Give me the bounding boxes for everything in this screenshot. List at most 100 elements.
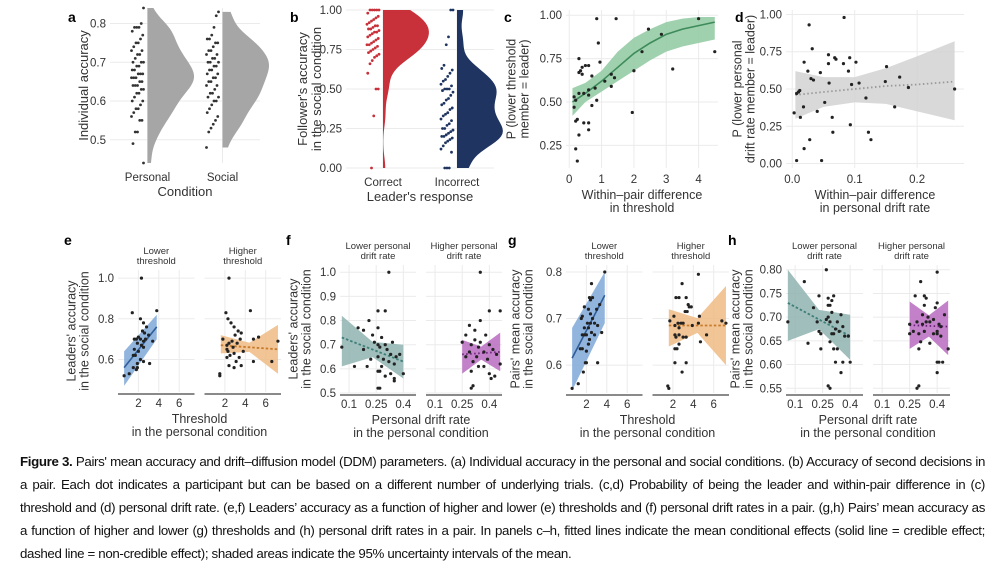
panel-d-point: [823, 100, 827, 105]
panel-c-ylabel-line: P (lower threshold: [504, 39, 518, 140]
panel-b-xlabel: Leader's response: [367, 189, 474, 204]
panel-g-xtick-label: 6: [624, 399, 630, 411]
panel-h-point: [832, 294, 836, 298]
panel-h-point: [915, 386, 919, 390]
panel-h-point: [828, 340, 832, 344]
panel-g-point: [586, 307, 591, 311]
panel-a-point: [136, 72, 140, 76]
panel-f-facet-title: Higher personal: [430, 241, 497, 252]
panel-a-point: [132, 76, 136, 80]
panel-g-point: [684, 361, 688, 365]
panel-a-point: [141, 99, 145, 103]
panel-d-point: [801, 105, 806, 109]
panel-c-point: [646, 27, 651, 31]
panel-a-point: [132, 111, 136, 115]
panel-g-facet-title: threshold: [585, 251, 624, 262]
panel-b-point: [377, 8, 381, 12]
panel-c-uncertainty-band: [572, 16, 715, 116]
panel-g-point: [592, 321, 597, 325]
panel-f-point: [476, 345, 481, 349]
panel-g-point: [677, 342, 681, 346]
panel-d-point: [811, 78, 816, 82]
panel-a-point: [136, 41, 140, 45]
panel-e-point: [270, 359, 274, 364]
panel-e-point: [241, 349, 245, 353]
panel-h-point: [846, 334, 850, 338]
panel-a-point: [214, 41, 217, 45]
panel-g-ylabel: Pairs' mean accuracy in the social condit…: [508, 269, 535, 389]
panel-e-point: [130, 311, 134, 315]
panel-c-xtick-label: 4: [695, 174, 702, 186]
panel-g-point: [687, 305, 691, 309]
panel-d-point: [795, 158, 799, 163]
panel-d-point: [898, 75, 902, 79]
panel-b-xtick-label: Incorrect: [435, 177, 481, 189]
panel-h-point: [941, 360, 945, 364]
panel-g-point: [672, 314, 676, 318]
panel-f-ytick-label: 0.5: [320, 388, 336, 400]
panel-h-point: [837, 329, 841, 333]
panel-a-point: [207, 130, 211, 134]
panel-g-point: [580, 314, 584, 318]
panel-f-point: [389, 372, 393, 376]
panel-c-point: [572, 95, 576, 99]
panel-d-point: [826, 62, 831, 66]
panel-c-point: [595, 17, 599, 21]
panel-g-xtick-label: 2: [583, 399, 589, 411]
panel-f-point: [471, 384, 475, 388]
panel-g-point: [677, 326, 681, 330]
panel-f-point: [378, 345, 382, 349]
panel-b-point: [365, 22, 369, 26]
panel-d-point: [834, 57, 838, 61]
panel-h-point: [935, 329, 939, 333]
panel-c-point: [582, 121, 586, 125]
panel-c-point: [609, 84, 613, 88]
panel-b-point: [373, 24, 377, 28]
panel-f-point: [392, 362, 396, 366]
panel-c-point: [640, 50, 644, 54]
panel-a-point: [136, 84, 139, 87]
panel-h-point: [937, 360, 941, 364]
panel-b-point: [446, 139, 450, 143]
panel-d-xlabel: Within–pair difference: [815, 188, 936, 202]
panel-b-ytick-label: 0.00: [320, 163, 342, 175]
panel-e-point: [142, 331, 147, 335]
panel-b-point: [374, 87, 378, 91]
panel-h-point: [917, 384, 921, 388]
panel-d-xtick-label: 0.2: [909, 174, 925, 186]
panel-f-point: [482, 364, 486, 369]
panel-a-point: [208, 60, 212, 64]
panel-a-point: [208, 91, 212, 95]
panel-f-point: [478, 270, 482, 274]
panel-b-point: [450, 136, 454, 140]
panel-e-point: [251, 359, 256, 364]
panel-h-point: [830, 298, 834, 303]
panel-b-point: [443, 87, 447, 91]
panel-c-point: [713, 50, 717, 54]
panel-h-point: [917, 332, 921, 336]
panel-f-point: [378, 386, 382, 390]
panel-b-point: [376, 37, 380, 40]
panel-a-point: [130, 49, 133, 53]
panel-e-xtick-label: 6: [262, 398, 268, 410]
panel-g-point: [584, 333, 589, 337]
panel-f-point: [469, 343, 473, 347]
panel-c-point: [587, 63, 591, 68]
panel-b-point: [439, 82, 443, 86]
panel-d-ylabel: P (lower personal drift rate member = lea…: [730, 15, 757, 163]
panel-f-point: [376, 326, 380, 330]
panel-a-ytick-label: 0.8: [90, 19, 106, 31]
panel-b-point: [440, 103, 444, 107]
panel-b-point: [440, 67, 444, 70]
panel-h-point: [826, 384, 830, 388]
panel-d-ytick-label: 0.75: [760, 47, 782, 59]
panel-e-point: [226, 349, 230, 353]
panel-a-point: [130, 99, 134, 103]
panel-h-point: [786, 320, 790, 324]
panel-f-point: [387, 270, 391, 274]
panel-a-point: [207, 49, 211, 53]
panel-g-point: [588, 312, 593, 316]
panel-a-point: [137, 64, 141, 68]
panel-a-point: [216, 115, 220, 118]
panel-a-point: [205, 72, 209, 76]
